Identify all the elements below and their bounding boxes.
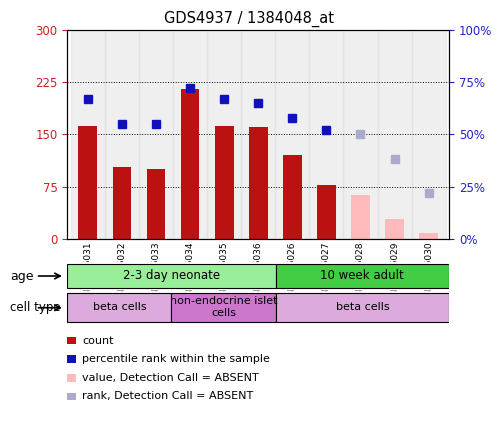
Bar bbox=[173, 30, 207, 239]
Bar bbox=[343, 30, 378, 239]
Bar bbox=[412, 30, 446, 239]
Bar bbox=[249, 127, 267, 239]
Text: age: age bbox=[10, 269, 33, 283]
Bar bbox=[113, 167, 131, 239]
Bar bbox=[275, 30, 309, 239]
Bar bbox=[172, 294, 275, 322]
Bar bbox=[147, 169, 165, 239]
Bar bbox=[67, 264, 275, 288]
Bar bbox=[317, 185, 336, 239]
Text: beta cells: beta cells bbox=[335, 302, 389, 312]
Bar bbox=[351, 195, 370, 239]
Bar bbox=[181, 89, 200, 239]
Bar bbox=[105, 30, 139, 239]
Text: percentile rank within the sample: percentile rank within the sample bbox=[82, 354, 270, 364]
Text: rank, Detection Call = ABSENT: rank, Detection Call = ABSENT bbox=[82, 391, 253, 401]
Bar bbox=[275, 294, 449, 322]
Bar bbox=[385, 220, 404, 239]
Bar bbox=[139, 30, 173, 239]
Text: 10 week adult: 10 week adult bbox=[320, 269, 404, 282]
Bar bbox=[241, 30, 275, 239]
Bar bbox=[215, 126, 234, 239]
Bar bbox=[71, 30, 105, 239]
Text: beta cells: beta cells bbox=[93, 302, 146, 312]
Text: cell type: cell type bbox=[10, 301, 60, 314]
Text: GDS4937 / 1384048_at: GDS4937 / 1384048_at bbox=[165, 11, 334, 27]
Bar bbox=[283, 155, 302, 239]
Bar bbox=[78, 126, 97, 239]
Bar bbox=[275, 264, 449, 288]
Text: value, Detection Call = ABSENT: value, Detection Call = ABSENT bbox=[82, 373, 259, 383]
Bar bbox=[207, 30, 241, 239]
Bar bbox=[309, 30, 343, 239]
Text: non-endocrine islet
cells: non-endocrine islet cells bbox=[170, 296, 277, 318]
Bar bbox=[378, 30, 412, 239]
Bar bbox=[67, 294, 172, 322]
Text: 2-3 day neonate: 2-3 day neonate bbox=[123, 269, 220, 282]
Text: count: count bbox=[82, 335, 114, 346]
Bar bbox=[419, 233, 438, 239]
